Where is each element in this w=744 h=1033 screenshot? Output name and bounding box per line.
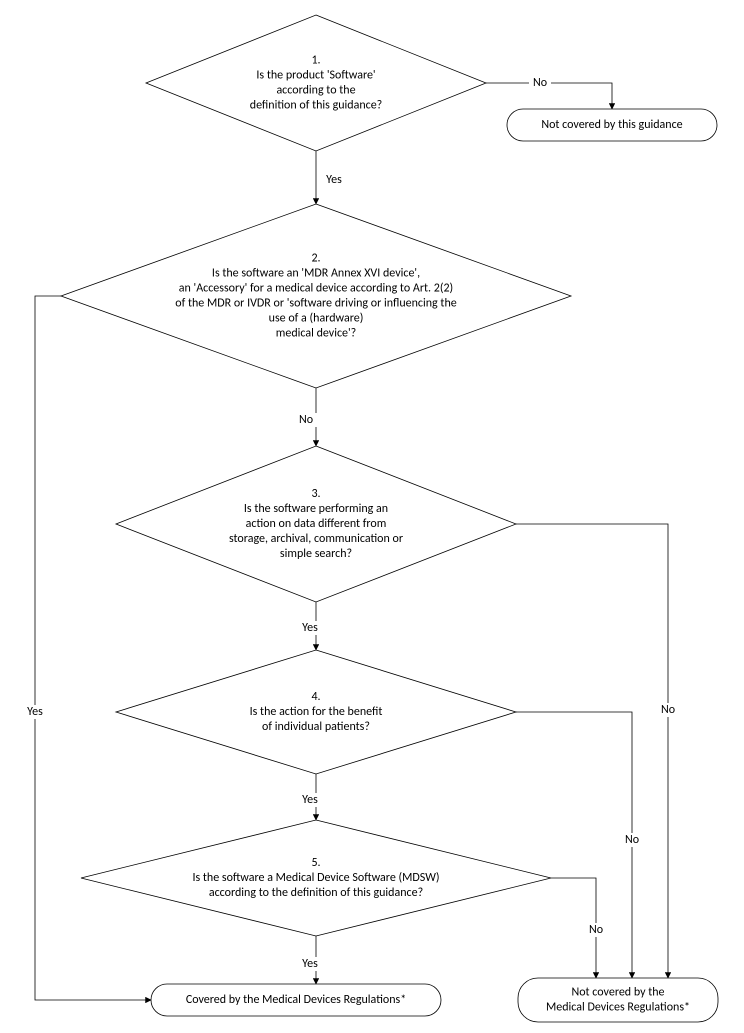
edge-label: No — [661, 703, 675, 717]
edge-label: Yes — [326, 173, 342, 187]
node-text-line: medical device'? — [276, 326, 356, 340]
node-text-line: of individual patients? — [262, 720, 370, 734]
edge-label: No — [299, 413, 313, 427]
edge-e3 — [35, 296, 151, 1000]
edge-label: No — [533, 76, 547, 90]
edge-e8 — [516, 712, 632, 978]
node-text-line: action on data different from — [246, 517, 387, 531]
edge-label: Yes — [302, 793, 318, 807]
node-text-line: Not covered by this guidance — [541, 118, 682, 132]
node-text-line: an 'Accessory' for a medical device acco… — [179, 281, 453, 295]
node-text-line: definition of this guidance? — [250, 98, 382, 112]
node-text-line: according to the definition of this guid… — [209, 886, 423, 900]
edge-e6 — [516, 524, 668, 978]
node-text-line: simple search? — [280, 547, 352, 561]
node-text-line: Covered by the Medical Devices Regulatio… — [186, 993, 406, 1007]
node-text-line: 5. — [311, 856, 320, 870]
node-text-line: 2. — [311, 251, 320, 265]
node-text-line: Is the software a Medical Device Softwar… — [192, 871, 439, 885]
node-text-line: 3. — [311, 487, 320, 501]
node-text-line: Is the software performing an — [244, 502, 388, 516]
node-text-line: storage, archival, communication or — [229, 532, 403, 546]
node-text-line: 1. — [311, 53, 320, 67]
node-text-line: Is the software an 'MDR Annex XVI device… — [212, 266, 420, 280]
node-text-line: of the MDR or IVDR or 'software driving … — [175, 296, 456, 310]
edge-label: Yes — [302, 957, 318, 971]
node-text-line: Not covered by the — [571, 985, 664, 999]
edge-label: Yes — [302, 621, 318, 635]
node-text-line: Medical Devices Regulations* — [546, 1000, 690, 1014]
edge-label: No — [625, 833, 639, 847]
flowchart-canvas: 1.Is the product 'Software'according to … — [0, 0, 744, 1033]
node-text-line: Is the action for the benefit — [250, 705, 383, 719]
node-text-line: 4. — [311, 690, 320, 704]
node-text-line: according to the — [276, 83, 355, 97]
edge-label: No — [589, 923, 603, 937]
node-text-line: use of a (hardware) — [269, 311, 364, 325]
edge-label: Yes — [27, 705, 43, 719]
node-text-line: Is the product 'Software' — [256, 68, 375, 82]
